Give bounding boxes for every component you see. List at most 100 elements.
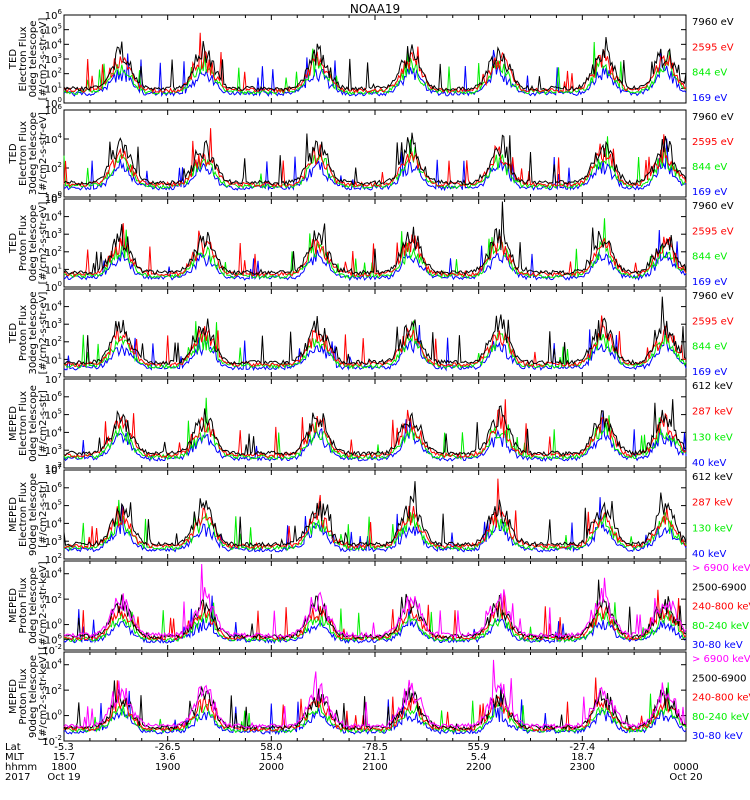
y-tick-label: 10-2 (42, 643, 62, 657)
y-tick-label: 102 (45, 245, 62, 259)
series-trace (63, 128, 687, 188)
y-tick-label: 107 (45, 463, 62, 477)
series-trace (63, 296, 687, 366)
y-tick-label: 104 (45, 516, 63, 530)
y-axis-label: [#/cm2-s-str-keV] (38, 652, 49, 740)
legend-entry: 7960 eV (692, 201, 734, 212)
panel-6: 102 103 104 105 106 107 MEPED Electron Flux 90de… (8, 463, 733, 566)
y-axis-label: [#/cm2-s-str-eV] (38, 112, 49, 195)
figure-title: NOAA19 (350, 2, 400, 16)
y-axis-label: 90deg telescope (28, 655, 39, 738)
legend-entry: 169 eV (692, 93, 727, 104)
legend-entry: 844 eV (692, 162, 727, 173)
series-trace (63, 41, 687, 96)
x-tick-label: 55.9 (468, 742, 490, 753)
y-tick-label: 102 (45, 592, 62, 606)
y-tick-label: 104 (45, 37, 63, 51)
y-axis-label: [#/cm2-s-str] (38, 481, 49, 548)
legend-entry: > 6900 keV (692, 654, 750, 665)
y-axis-label: 30deg telescope (28, 291, 39, 374)
y-tick-label: 101 (45, 81, 62, 95)
x-tick-label: -78.5 (362, 742, 388, 753)
x-tick-label: 1800 (51, 762, 76, 773)
y-tick-label: 104 (45, 425, 63, 439)
y-axis-label: TED (8, 143, 19, 164)
legend-entry: 7960 eV (692, 112, 734, 123)
y-tick-label: 106 (45, 8, 63, 22)
legend-entry: 80-240 keV (692, 712, 749, 723)
legend-entry: 30-80 keV (692, 731, 743, 742)
panel-3: 100 101 102 103 104 105 TED Proton Flux 0deg tel… (8, 192, 734, 294)
y-axis-label: TED (8, 233, 19, 254)
y-tick-label: 107 (45, 372, 62, 386)
y-axis-label: 90deg telescope (28, 473, 39, 556)
legend-entry: 40 keV (692, 458, 726, 469)
y-tick-label: 100 (45, 96, 62, 110)
y-tick-label: 105 (45, 499, 62, 513)
series-trace (63, 223, 687, 278)
legend-entry: 612 keV (692, 381, 733, 392)
series-trace (63, 399, 687, 457)
series-trace (63, 497, 687, 553)
y-axis-label: [#/cm2-s-str-keV] (38, 561, 49, 649)
legend-entry: 287 keV (692, 407, 733, 418)
series-trace (63, 563, 687, 639)
series-trace (63, 399, 687, 459)
x-tick-label: -26.5 (155, 742, 181, 753)
y-axis-label: Proton Flux (18, 668, 29, 724)
legend-entry: 30-80 keV (692, 640, 743, 651)
x-tick-label: 15.4 (260, 752, 282, 763)
y-tick-label: 102 (45, 335, 62, 349)
y-axis-label: MEPED (8, 588, 19, 623)
x-tick-label: Oct 19 (47, 772, 80, 783)
legend-entry: 2595 eV (692, 137, 734, 148)
legend-entry: 240-800 keV (692, 602, 750, 613)
y-tick-label: 104 (45, 567, 63, 581)
y-axis-label: Electron Flux (18, 26, 29, 91)
x-tick-label: 0000 (673, 762, 698, 773)
legend-entry: 80-240 keV (692, 621, 749, 632)
y-tick-label: 104 (45, 132, 63, 146)
y-tick-label: 100 (45, 280, 62, 294)
series-trace (63, 397, 687, 461)
legend-entry: 130 keV (692, 432, 733, 443)
y-tick-label: 100 (45, 709, 62, 723)
x-tick-label: -27.4 (569, 742, 595, 753)
y-axis-label: 0deg telescope (28, 205, 39, 282)
series-trace (63, 481, 687, 548)
y-tick-label: 105 (45, 408, 62, 422)
y-axis-label: 0deg telescope (28, 385, 39, 462)
legend-entry: 2500-6900 (692, 673, 747, 684)
y-tick-label: 102 (45, 552, 62, 566)
panel-7: 10-2 100 102 104 MEPED Proton Flux 0deg telesc… (8, 560, 750, 657)
y-axis-label: [#/cm2-s-str-eV] (38, 202, 49, 285)
x-tick-label: 2000 (259, 762, 284, 773)
x-row-label: hhmm (5, 762, 37, 773)
legend-entry: 7960 eV (692, 17, 734, 28)
y-axis-label: MEPED (8, 679, 19, 714)
legend-entry: 2595 eV (692, 42, 734, 53)
x-tick-label: 58.0 (260, 742, 282, 753)
y-axis-label: Proton Flux (18, 215, 29, 271)
plot-frame (63, 288, 687, 378)
series-trace (63, 499, 687, 552)
y-tick-label: 100 (45, 618, 62, 632)
legend-entry: 169 eV (692, 187, 727, 198)
y-tick-label: 102 (45, 161, 62, 175)
y-tick-label: 101 (45, 352, 62, 366)
y-axis-label: MEPED (8, 406, 19, 441)
x-tick-label: 2100 (362, 762, 387, 773)
series-trace (63, 659, 687, 730)
legend-entry: 844 eV (692, 252, 727, 263)
y-tick-label: 102 (45, 461, 62, 475)
series-trace (63, 36, 687, 92)
y-tick-label: 10-2 (42, 734, 62, 748)
y-axis-label: Electron Flux (18, 482, 29, 547)
y-tick-label: 103 (45, 52, 62, 66)
panel-4: 101 102 103 104 TED Proton Flux 30deg telescop… (8, 288, 734, 378)
legend-entry: 2595 eV (692, 316, 734, 327)
y-axis-label: 0deg telescope (28, 21, 39, 98)
y-axis-label: TED (8, 49, 19, 70)
